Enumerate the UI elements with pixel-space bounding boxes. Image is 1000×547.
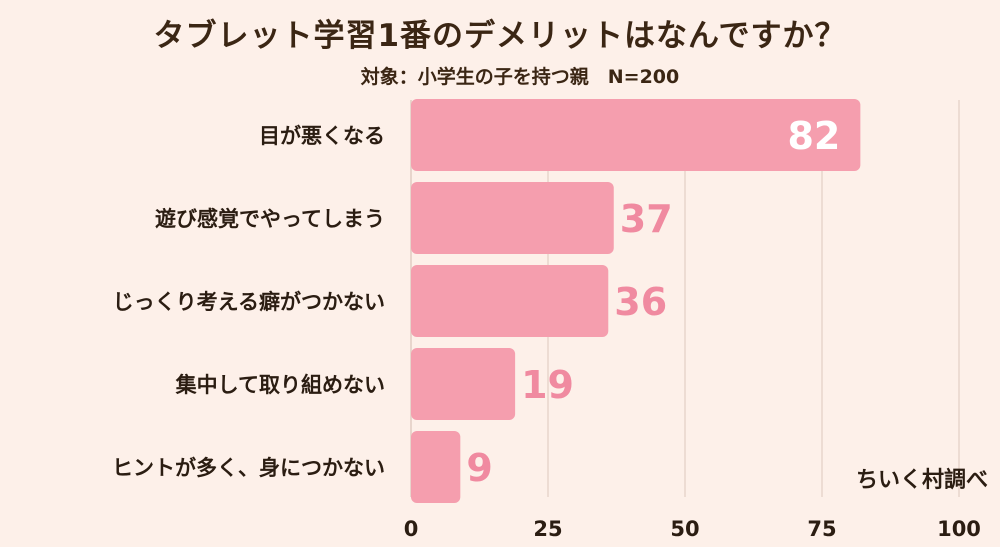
bar (411, 348, 516, 420)
category-label: ヒントが多く、身につかない (112, 456, 385, 480)
x-tick-label: 50 (670, 517, 699, 541)
category-label: 集中して取り組めない (175, 373, 385, 397)
x-tick-label: 75 (807, 517, 836, 541)
x-tick-label: 100 (937, 517, 981, 541)
bar-value-label: 82 (787, 114, 840, 158)
category-label: 遊び感覚でやってしまう (155, 207, 385, 231)
bar (411, 99, 861, 171)
bar-value-label: 37 (620, 197, 673, 241)
bar-value-label: 9 (466, 446, 492, 490)
category-label: じっくり考える癖がつかない (112, 290, 385, 314)
bar (411, 431, 461, 503)
x-tick-label: 25 (533, 517, 562, 541)
bar (411, 265, 609, 337)
chart-title: タブレット学習1番のデメリットはなんですか？ (153, 18, 847, 54)
bar-value-label: 36 (614, 280, 667, 324)
chart-subtitle: 対象：小学生の子を持つ親 N=200 (360, 66, 680, 88)
bar (411, 182, 614, 254)
x-tick-label: 0 (404, 517, 419, 541)
bar-value-label: 19 (521, 363, 574, 407)
category-label: 目が悪くなる (259, 124, 385, 148)
source-credit: ちいく村調べ (855, 468, 988, 493)
